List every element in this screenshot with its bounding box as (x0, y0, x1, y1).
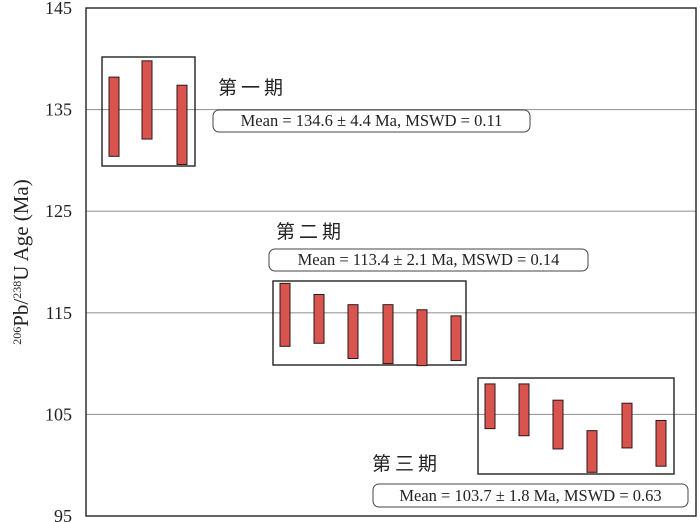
age-bar (586, 430, 598, 473)
mean-box (212, 109, 531, 133)
age-bar (141, 60, 153, 140)
y-tick-label: 95 (54, 506, 72, 522)
age-bar (108, 76, 120, 157)
phase-label: 第一期 (218, 77, 287, 99)
age-bar (552, 399, 564, 450)
mean-text: Mean = 113.4 ± 2.1 Ma, MSWD = 0.14 (298, 250, 560, 269)
phase-label: 第二期 (276, 221, 345, 243)
age-bar (655, 419, 667, 467)
annotations: 第一期 Mean = 134.6 ± 4.4 Ma, MSWD = 0.11 第二期… (212, 77, 689, 508)
y-tick-label: 135 (45, 100, 72, 120)
age-bar (176, 84, 188, 165)
plot-frame (85, 7, 697, 517)
age-bar (313, 294, 325, 344)
group-box (272, 280, 467, 366)
y-tick-label: 105 (45, 404, 72, 424)
mean-box (372, 483, 689, 508)
age-bar (621, 402, 633, 449)
age-bar (518, 383, 530, 437)
y-tick-label: 145 (45, 0, 72, 18)
age-bar (347, 304, 359, 360)
age-bar (382, 304, 394, 365)
age-bar (484, 383, 496, 430)
age-bars (108, 60, 667, 473)
age-bar (450, 315, 462, 362)
group-boxes (101, 56, 675, 475)
mean-box (268, 248, 589, 272)
mean-text: Mean = 134.6 ± 4.4 Ma, MSWD = 0.11 (241, 111, 503, 130)
age-bar (279, 282, 291, 347)
y-tick-label: 115 (46, 303, 72, 323)
mean-text: Mean = 103.7 ± 1.8 Ma, MSWD = 0.63 (399, 486, 661, 505)
y-axis-label: 206Pb/238U Age (Ma) (9, 179, 33, 345)
y-tick-labels: 95 105 115 125 135 145 (45, 0, 72, 522)
age-bar (416, 309, 428, 367)
y-tick-label: 125 (45, 201, 72, 221)
phase-label: 第三期 (372, 453, 441, 475)
group-box (477, 377, 675, 475)
group-box (101, 56, 196, 167)
